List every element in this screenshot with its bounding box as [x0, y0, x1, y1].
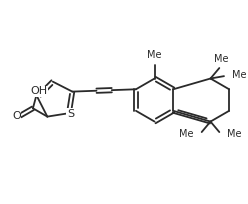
Text: Me: Me	[227, 129, 242, 139]
Text: O: O	[12, 111, 21, 121]
Text: Me: Me	[179, 129, 194, 139]
Text: OH: OH	[30, 86, 47, 96]
Text: Me: Me	[147, 50, 162, 60]
Text: Me: Me	[214, 54, 228, 64]
Text: Me: Me	[232, 70, 246, 80]
Text: S: S	[67, 109, 74, 119]
